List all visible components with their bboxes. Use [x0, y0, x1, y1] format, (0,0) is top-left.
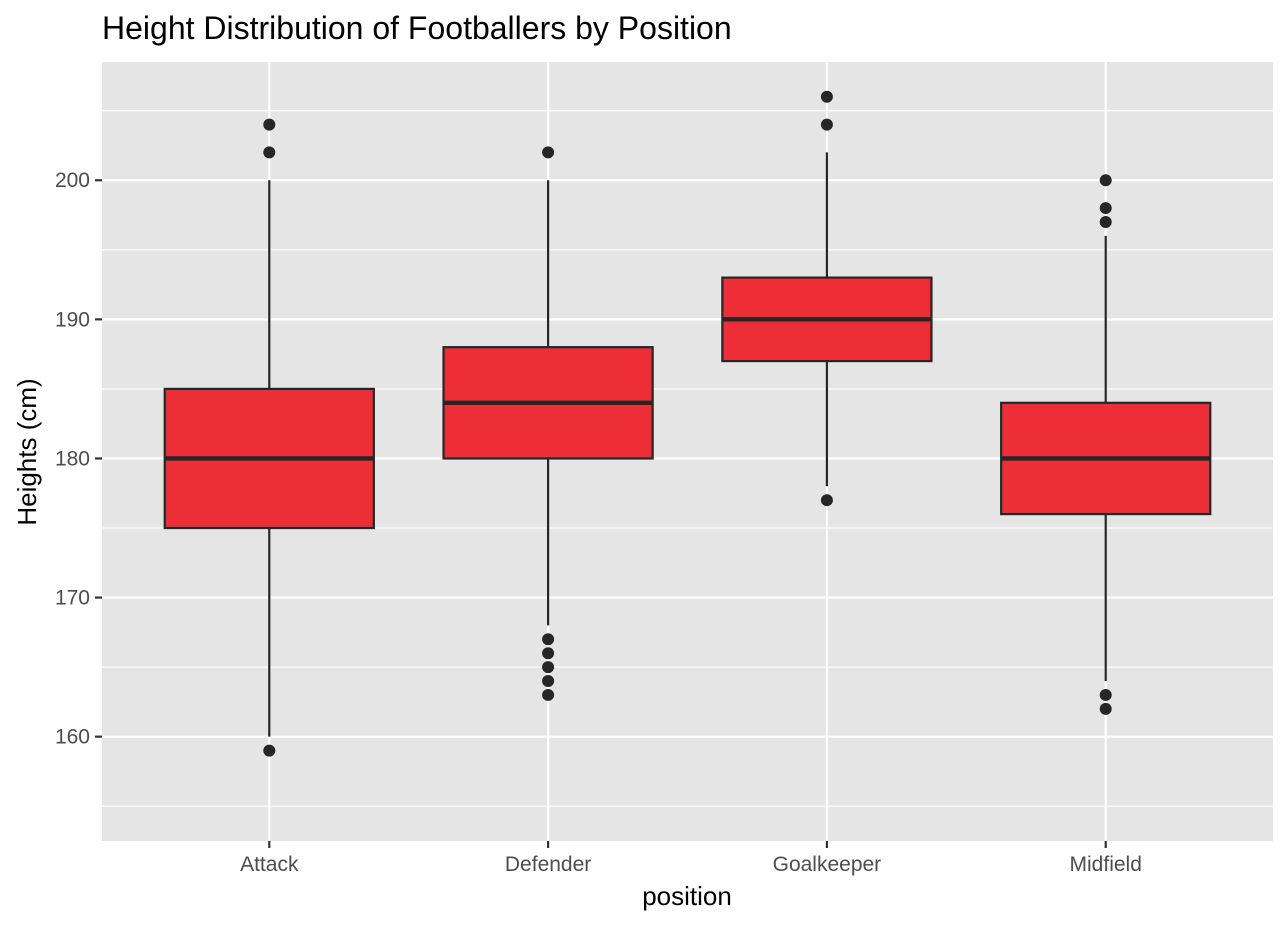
outlier-point [263, 118, 276, 131]
outlier-point [1099, 215, 1112, 228]
x-tick-label: Attack [240, 853, 299, 876]
outlier-point [542, 146, 555, 159]
y-tick-label: 200 [55, 169, 90, 192]
box-series [163, 90, 1212, 757]
y-tick-label: 160 [55, 726, 90, 749]
x-axis: Attack Defender Goalkeeper Midfield [240, 841, 1142, 876]
outlier-point [542, 661, 555, 674]
outlier-point [1099, 702, 1112, 715]
outlier-point [820, 90, 833, 103]
box-attack [163, 118, 375, 757]
y-tick-label: 190 [55, 308, 90, 331]
x-tick-label: Defender [505, 853, 591, 876]
outlier-point [1099, 202, 1112, 215]
y-tick-label: 170 [55, 587, 90, 610]
outlier-point [820, 494, 833, 507]
outlier-point [263, 146, 276, 159]
outlier-point [542, 647, 555, 660]
outlier-point [820, 118, 833, 131]
outlier-point [542, 675, 555, 688]
x-tick-label: Midfield [1070, 853, 1142, 876]
outlier-point [1099, 688, 1112, 701]
box-goalkeeper [721, 90, 933, 507]
x-tick-label: Goalkeeper [773, 853, 882, 876]
outlier-point [542, 688, 555, 701]
y-axis: 160 170 180 190 200 [55, 169, 102, 749]
y-tick-label: 180 [55, 447, 90, 470]
outlier-point [1099, 174, 1112, 187]
chart-title: Height Distribution of Footballers by Po… [102, 10, 732, 46]
x-axis-title: position [642, 881, 732, 911]
outlier-point [542, 633, 555, 646]
box-defender [442, 146, 654, 701]
box-midfield [1000, 174, 1212, 715]
outlier-point [263, 744, 276, 757]
y-axis-title: Heights (cm) [12, 378, 42, 525]
